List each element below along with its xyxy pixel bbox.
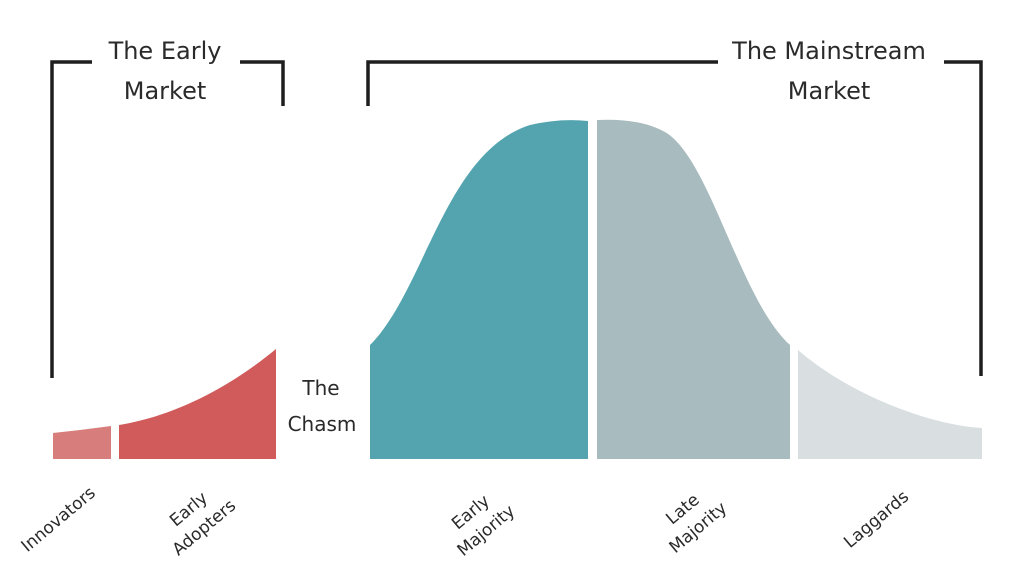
svg-text:Laggards: Laggards [840,487,913,553]
innovators-label: Innovators [18,483,100,556]
mainstream-market-title-line2: Market [788,77,871,105]
chasm-label-line1: The [301,376,339,400]
svg-text:Innovators: Innovators [18,483,100,556]
early-adopters-label: Early Adopters [166,488,240,560]
mainstream-market-title-line1: The Mainstream [731,37,926,65]
early-market-title-line2: Market [124,77,207,105]
innovators-segment [53,426,111,459]
laggards-label: Laggards [840,487,913,553]
early-majority-segment [370,120,588,459]
laggards-segment [798,350,982,459]
early-market-title-line1: The Early [108,37,222,65]
early-market-bracket [50,60,285,378]
late-majority-label: Late Majority [662,490,731,558]
early-majority-label: Early Majority [448,491,519,561]
mainstream-market-bracket [366,60,983,376]
early-adopters-segment [119,349,276,459]
late-majority-segment [597,119,790,459]
chasm-label-line2: Chasm [288,412,357,436]
